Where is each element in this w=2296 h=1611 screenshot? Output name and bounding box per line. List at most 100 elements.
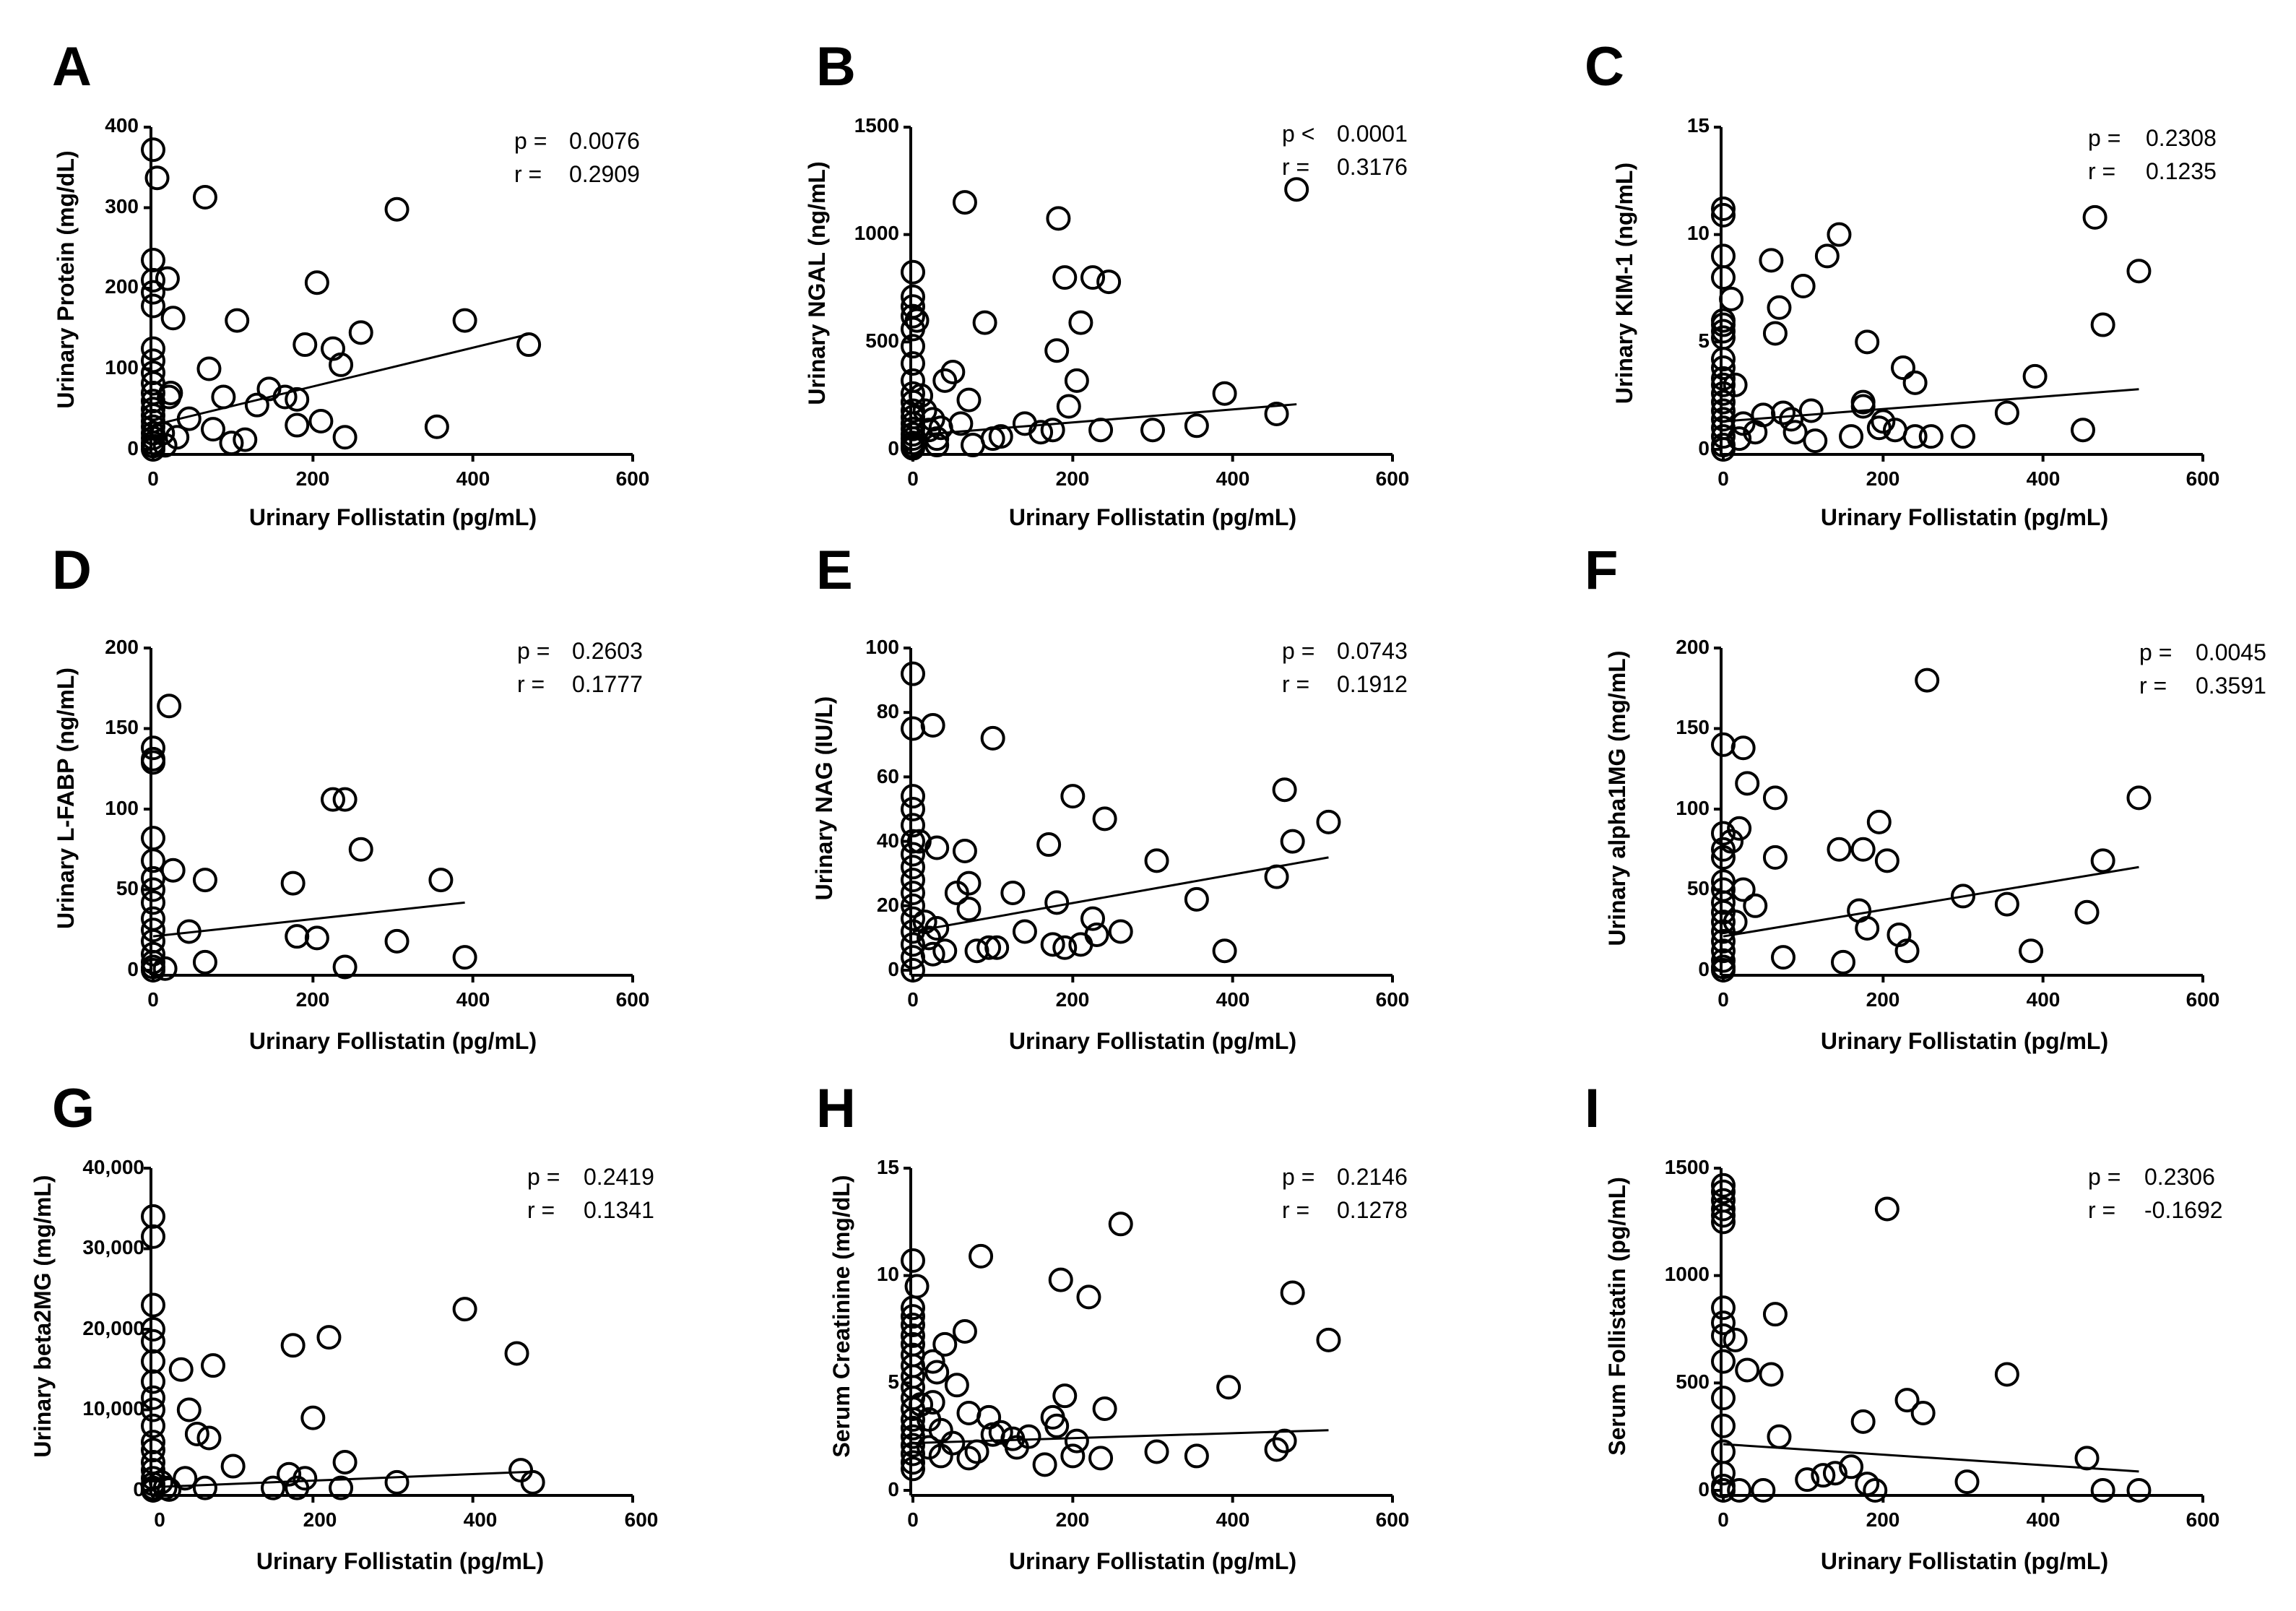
x-tick-label-a-2: 400	[456, 467, 490, 490]
point-c-6	[1711, 319, 1736, 344]
point-g-7	[141, 1385, 165, 1410]
point-g-10	[141, 1430, 165, 1455]
panel-f: F Urinary alpha1MG (mg/mL) Urinary Folli…	[1585, 540, 2266, 1054]
x-axis-title-a: Urinary Follistatin (pg/mL)	[249, 504, 537, 530]
p-label-e: p =	[1282, 638, 1314, 664]
r-label-d: r =	[517, 671, 545, 697]
point-e-7	[901, 855, 925, 880]
point-a-43	[308, 408, 334, 433]
x-axis-title-g: Urinary Follistatin (pg/mL)	[256, 1548, 544, 1574]
point-g-22	[173, 1466, 198, 1491]
y-tick-label-g-1: 10,000	[82, 1397, 144, 1420]
y-tick-label-h-0: 0	[888, 1478, 899, 1500]
point-b-1	[901, 284, 925, 309]
x-tick-label-g-0: 0	[154, 1508, 165, 1531]
point-c-50	[2022, 363, 2048, 389]
y-axis-title-b: Urinary NGAL (ng/mL)	[804, 161, 830, 405]
r-value-d: 0.1777	[572, 671, 643, 697]
point-c-22	[1727, 426, 1752, 452]
point-c-51	[2071, 418, 2095, 443]
panel-letter-a: A	[52, 36, 92, 98]
point-i-22	[1767, 1424, 1792, 1449]
point-e-47	[1264, 864, 1289, 889]
point-b-37	[1028, 420, 1054, 445]
point-g-11	[141, 1438, 165, 1463]
point-g-0	[141, 1204, 165, 1229]
panel-g: G Urinary beta2MG (mg/mL) Urinary Follis…	[30, 1078, 658, 1574]
x-tick-label-b-0: 0	[907, 467, 919, 490]
point-c-3	[1711, 265, 1736, 290]
point-g-1	[141, 1224, 165, 1249]
point-g-30	[277, 1461, 302, 1487]
fit-line-d	[152, 901, 465, 938]
point-d-22	[285, 924, 310, 949]
point-a-30	[196, 356, 222, 381]
point-h-31	[952, 1318, 977, 1344]
point-h-24	[924, 1360, 950, 1385]
x-tick-label-h-0: 0	[907, 1508, 919, 1531]
point-e-29	[976, 935, 1002, 960]
x-ticks-g: 0 200 400 600	[154, 1508, 658, 1531]
point-h-19	[904, 1274, 930, 1299]
stats-g: p = 0.2419 r = 0.1341	[527, 1164, 654, 1223]
y-ticks-g: 0 10,000 20,000 30,000 40,000	[82, 1156, 144, 1500]
x-tick-label-e-3: 600	[1376, 988, 1410, 1011]
point-g-5	[141, 1349, 165, 1374]
point-g-36	[329, 1475, 354, 1500]
point-e-33	[1012, 919, 1037, 944]
point-g-8	[141, 1397, 165, 1422]
point-e-16	[906, 829, 932, 854]
x-tick-label-c-1: 200	[1866, 467, 1900, 490]
point-f-1	[1711, 821, 1736, 846]
point-i-28	[1855, 1472, 1880, 1497]
point-c-11	[1711, 372, 1736, 397]
panel-a: A Urinary Protein (mg/dL) Urinary Follis…	[52, 36, 649, 530]
y-tick-label-a-3: 300	[105, 195, 139, 217]
x-axis-title-b: Urinary Follistatin (pg/mL)	[1009, 504, 1296, 530]
r-value-b: 0.3176	[1337, 154, 1408, 180]
y-tick-label-a-0: 0	[127, 437, 139, 459]
point-g-28	[220, 1454, 246, 1479]
point-e-32	[1000, 880, 1026, 905]
x-tick-label-d-3: 600	[616, 988, 650, 1011]
point-g-33	[293, 1466, 318, 1491]
point-b-35	[988, 424, 1013, 449]
point-c-29	[1771, 400, 1795, 426]
x-tick-label-g-2: 400	[464, 1508, 498, 1531]
point-g-35	[316, 1325, 342, 1350]
point-h-56	[1264, 1437, 1289, 1462]
r-value-a: 0.2909	[569, 161, 640, 187]
point-h-18	[901, 1456, 925, 1482]
point-a-42	[304, 270, 329, 295]
x-tick-label-i-2: 400	[2027, 1508, 2061, 1531]
point-c-17	[1711, 424, 1736, 449]
point-d-23	[304, 925, 329, 951]
x-tick-label-c-2: 400	[2027, 467, 2061, 490]
point-a-2	[141, 267, 165, 293]
panel-letter-i: I	[1585, 1078, 1600, 1139]
point-h-16	[901, 1441, 925, 1467]
point-d-25	[332, 787, 358, 812]
point-f-37	[2019, 938, 2044, 964]
point-f-40	[2126, 785, 2152, 811]
point-f-25	[1827, 837, 1852, 862]
point-c-27	[1762, 321, 1788, 346]
x-tick-label-b-3: 600	[1376, 467, 1410, 490]
point-i-4	[1711, 1203, 1736, 1228]
point-e-20	[924, 916, 950, 941]
y-tick-label-d-0: 0	[127, 958, 139, 980]
p-value-f: 0.0045	[2196, 639, 2266, 665]
panel-letter-f: F	[1585, 540, 1618, 601]
x-ticks-e: 0 200 400 600	[907, 988, 1409, 1011]
point-a-33	[219, 431, 244, 456]
point-c-36	[1827, 222, 1852, 247]
point-f-36	[1994, 891, 2019, 917]
point-i-9	[1711, 1349, 1736, 1374]
point-e-42	[1092, 806, 1117, 832]
point-e-34	[1036, 832, 1062, 858]
point-f-2	[1711, 837, 1736, 862]
point-i-36	[2090, 1478, 2115, 1503]
point-c-20	[1719, 286, 1744, 311]
x-tick-label-d-2: 400	[456, 988, 490, 1011]
point-e-49	[1280, 829, 1305, 854]
